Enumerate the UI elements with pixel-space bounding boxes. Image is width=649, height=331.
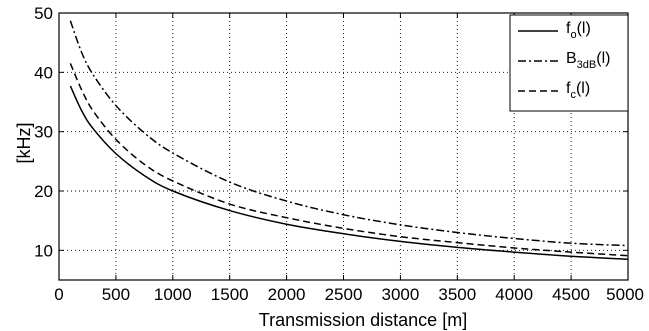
- x-tick-label: 3500: [438, 285, 476, 304]
- x-tick-label: 2000: [268, 285, 306, 304]
- legend-entry: B3dB(l): [566, 50, 610, 71]
- series-line-1: [69, 85, 629, 260]
- y-tick-label: 20: [34, 182, 53, 201]
- x-tick-label: 3000: [381, 285, 419, 304]
- x-tick-labels: 0 500 1000 1500 2000 2500 3000 3500 4000 4500 5000: [54, 285, 644, 304]
- y-axis-label: [kHz]: [14, 122, 34, 163]
- x-tick-label: 500: [102, 285, 130, 304]
- y-tick-labels: 10 20 30 40 50: [34, 4, 53, 260]
- legend: fo(l) B3dB(l) fc(l): [509, 14, 629, 112]
- y-tick-label: 30: [34, 123, 53, 142]
- series-lines: [69, 20, 629, 260]
- x-axis-label: Transmission distance [m]: [259, 310, 467, 330]
- legend-entry: fc(l): [566, 80, 590, 101]
- x-tick-label: 1000: [154, 285, 192, 304]
- x-tick-label: 2500: [325, 285, 363, 304]
- x-tick-label: 1500: [211, 285, 249, 304]
- y-tick-label: 50: [34, 4, 53, 23]
- y-tick-label: 40: [34, 63, 53, 82]
- y-tick-label: 10: [34, 241, 53, 260]
- x-tick-label: 4000: [495, 285, 533, 304]
- legend-entry: fo(l): [566, 20, 591, 41]
- x-tick-label: 0: [54, 285, 63, 304]
- series-line-3: [69, 63, 629, 257]
- x-tick-label: 5000: [606, 285, 644, 304]
- x-tick-label: 4500: [552, 285, 590, 304]
